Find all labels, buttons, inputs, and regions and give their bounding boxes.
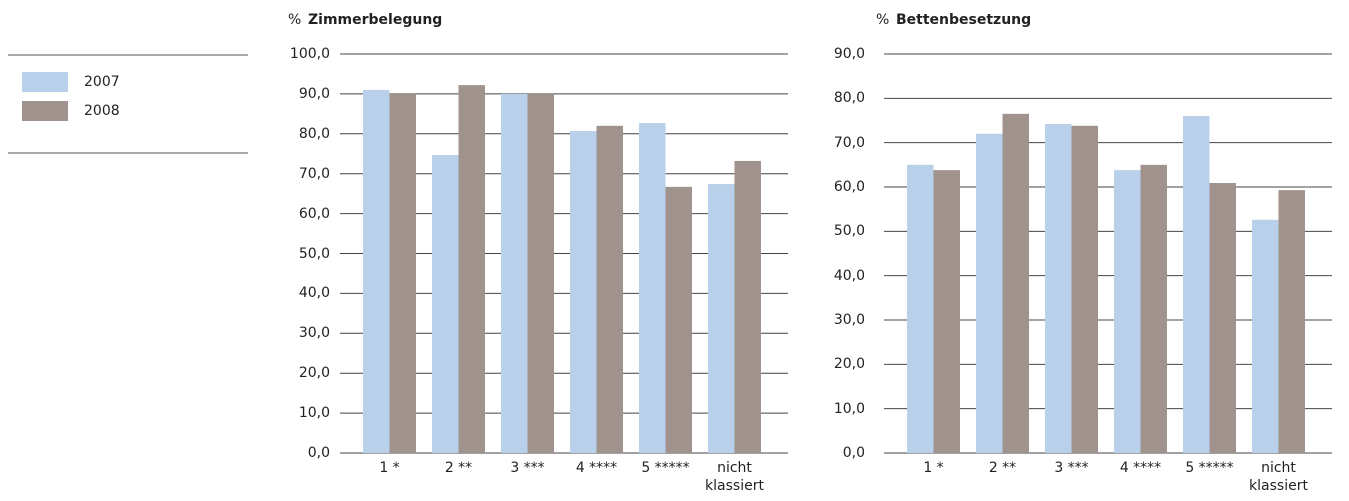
y-tick-label: 70,0 (298, 165, 330, 182)
legend-label: 2008 (84, 103, 120, 119)
bar (1071, 125, 1098, 453)
x-tick-label: 4 **** (575, 460, 618, 476)
bar (1278, 190, 1305, 453)
bar (1045, 124, 1072, 454)
bar (570, 131, 597, 453)
y-tick-label: 0,0 (842, 445, 865, 461)
y-unit-label: % (876, 12, 890, 28)
bar (734, 160, 761, 453)
legend-swatch (22, 72, 68, 92)
legend-swatch (22, 101, 68, 121)
x-tick-label: 2 ** (444, 460, 473, 476)
bar (1002, 113, 1029, 453)
y-tick-label: 20,0 (298, 365, 330, 382)
y-tick-label: 90,0 (833, 46, 865, 62)
bar (596, 125, 623, 453)
bar (1114, 170, 1141, 454)
bar (639, 123, 666, 453)
y-tick-label: 30,0 (298, 325, 330, 342)
y-tick-label: 30,0 (833, 312, 865, 328)
x-tick-label: 5 ***** (641, 460, 690, 476)
bar (907, 164, 934, 454)
x-tick-label: 5 ***** (1185, 460, 1234, 476)
y-tick-label: 60,0 (833, 179, 865, 195)
y-tick-label: 0,0 (307, 445, 330, 461)
x-tick-label: nicht klassiert (705, 460, 764, 494)
bar (665, 186, 692, 453)
bar (933, 170, 960, 454)
bar (1209, 183, 1236, 453)
chart-title: Bettenbesetzung (896, 12, 1032, 28)
x-tick-label: 3 *** (1054, 460, 1089, 476)
chart-title: Zimmerbelegung (308, 12, 443, 28)
y-tick-label: 40,0 (298, 285, 330, 302)
bar (501, 93, 528, 454)
x-tick-label: 1 * (923, 460, 944, 476)
bar (389, 93, 416, 454)
bar (1183, 116, 1210, 454)
y-tick-label: 80,0 (833, 90, 865, 107)
y-tick-label: 60,0 (298, 205, 330, 222)
bar (976, 133, 1003, 454)
x-tick-label: 4 **** (1119, 460, 1162, 476)
y-tick-label: 20,0 (833, 356, 865, 373)
x-tick-label: 2 ** (988, 460, 1017, 476)
bar (1140, 164, 1167, 454)
x-tick-label: 3 *** (510, 460, 545, 476)
y-tick-label: 50,0 (298, 245, 330, 262)
bar (1252, 219, 1279, 453)
bar (363, 89, 390, 453)
y-tick-label: 50,0 (833, 223, 865, 240)
y-unit-label: % (288, 12, 302, 28)
bar (708, 184, 735, 453)
y-tick-label: 70,0 (833, 134, 865, 151)
bar (527, 93, 554, 454)
y-tick-label: 40,0 (833, 267, 865, 284)
bar (458, 85, 485, 453)
bar (432, 154, 459, 453)
y-tick-label: 90,0 (298, 85, 330, 102)
x-tick-label: nicht klassiert (1249, 460, 1308, 494)
legend-label: 2007 (84, 74, 120, 90)
x-tick-label: 1 * (379, 460, 400, 476)
y-tick-label: 10,0 (298, 405, 330, 422)
y-tick-label: 100,0 (289, 46, 330, 62)
y-tick-label: 80,0 (298, 125, 330, 142)
y-tick-label: 10,0 (833, 400, 865, 417)
